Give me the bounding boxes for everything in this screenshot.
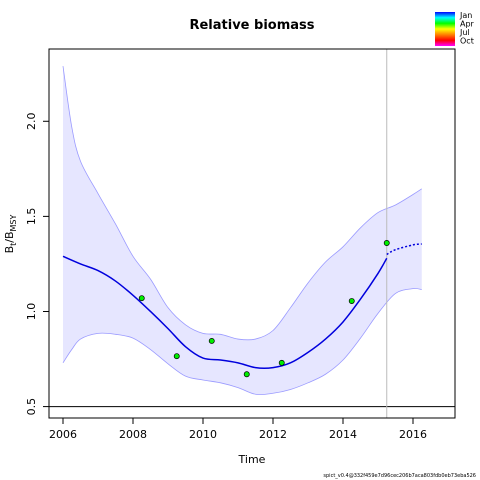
x-tick-label: 2008	[119, 428, 147, 441]
biomass-forecast-line	[386, 243, 422, 256]
reference-lines	[49, 49, 455, 418]
observation-point	[138, 295, 145, 302]
legend-label: Jan	[459, 11, 472, 20]
x-tick-label: 2006	[49, 428, 77, 441]
x-tick-label: 2014	[329, 428, 357, 441]
observation-point	[243, 371, 250, 378]
y-axis-label-sub1: t	[9, 243, 18, 246]
lower-ci-line	[62, 288, 422, 395]
ci-band-fill	[63, 66, 422, 395]
y-axis-label: Bt/BMSY	[3, 214, 18, 253]
legend-gradient-bar	[435, 12, 455, 46]
y-axis-label-mid: /B	[3, 231, 16, 242]
y-tick-label: 2.0	[25, 113, 38, 131]
confidence-band	[62, 66, 422, 395]
x-axis: 2006 2008 2010 2012 2014 2016	[49, 417, 427, 441]
legend-label: Apr	[460, 20, 475, 29]
observation-point	[208, 338, 215, 344]
x-axis-label: Time	[238, 453, 266, 466]
legend-label: Oct	[460, 37, 474, 46]
y-tick-label: 0.5	[25, 398, 38, 416]
x-tick-label: 2016	[399, 428, 427, 441]
observation-point	[173, 353, 180, 360]
observation-points	[138, 240, 390, 378]
y-tick-label: 1.0	[25, 303, 38, 321]
biomass-lines	[62, 243, 422, 369]
observation-point	[383, 240, 390, 246]
y-axis-label-sub2: MSY	[9, 214, 18, 231]
upper-ci-line	[62, 66, 422, 341]
version-footer: spict_v0.4@332f459e7d96cec206b7aca803fdb…	[323, 473, 476, 479]
x-tick-label: 2010	[189, 428, 217, 441]
observation-point	[278, 359, 285, 366]
x-tick-label: 2012	[259, 428, 287, 441]
chart-title: Relative biomass	[189, 18, 314, 33]
observation-point	[348, 298, 355, 304]
legend-label: Jul	[459, 28, 470, 37]
y-axis: 0.5 1.0 1.5 2.0	[25, 113, 50, 416]
y-axis-label-main: B	[3, 246, 16, 254]
y-tick-label: 1.5	[25, 208, 38, 226]
biomass-estimate-line	[62, 255, 388, 369]
